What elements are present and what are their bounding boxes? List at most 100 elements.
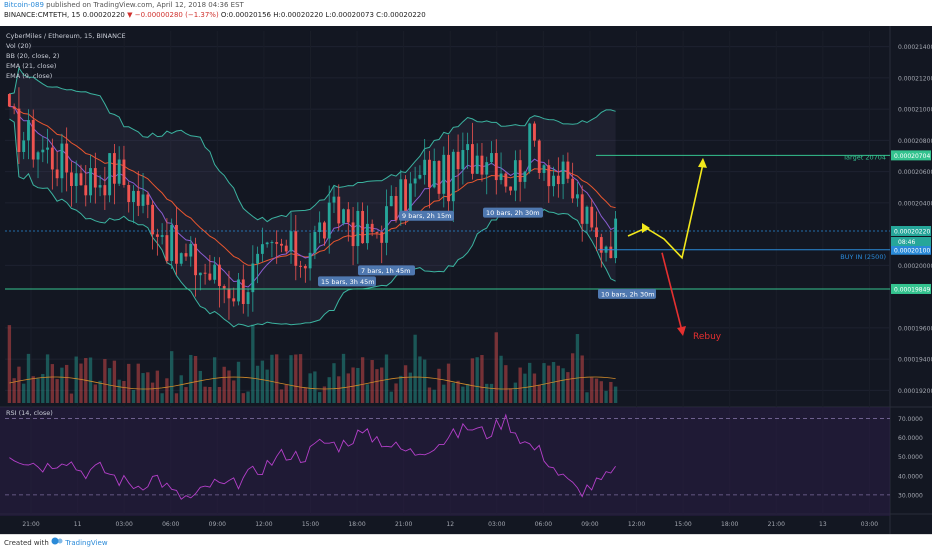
volume-bar (165, 378, 169, 403)
price-tag-label: 0.00020220 (894, 229, 930, 236)
volume-bar (566, 372, 570, 403)
volume-bar (236, 361, 241, 403)
volume-bar (341, 353, 346, 403)
candle-body (609, 246, 613, 259)
volume-bar (36, 378, 40, 403)
volume-bar (217, 387, 222, 403)
price-tag-label: 0.00020704 (894, 153, 930, 160)
volume-bar (537, 384, 541, 403)
time-tick-label: 15:00 (302, 521, 319, 528)
candle-body (456, 151, 460, 170)
volume-bar (150, 382, 155, 403)
legend-bb[interactable]: BB (20, close, 2) (6, 52, 60, 60)
candle-body (413, 178, 417, 184)
volume-bar (317, 392, 322, 403)
publish-header: Bitcoin-089 published on TradingView.com… (0, 0, 932, 26)
price-tag (891, 150, 931, 161)
candle-body (7, 94, 11, 107)
volume-bar (470, 358, 475, 403)
time-tick-label: 21:00 (768, 521, 785, 528)
volume-bar (489, 383, 494, 403)
volume-bar (475, 357, 479, 403)
volume-bar (107, 368, 112, 403)
volume-bar (227, 370, 231, 403)
rsi-background (0, 407, 890, 516)
price-tick-label: 0.00021000 (898, 107, 932, 114)
candle-body (50, 147, 54, 170)
rsi-tick-label: 40.0000 (898, 473, 923, 480)
candle-body (251, 263, 255, 293)
rsi-pane (0, 407, 890, 516)
volume-bar (127, 363, 131, 403)
candle-body (365, 223, 369, 244)
arrow-up-head (698, 157, 707, 168)
volume-bar (532, 373, 537, 403)
candle-body (280, 243, 283, 246)
legend-rsi[interactable]: RSI (14, close) (6, 409, 53, 417)
volume-bar (208, 386, 212, 403)
volume-ma-line (9, 376, 616, 390)
volume-bar (88, 357, 93, 403)
volume-bar (408, 372, 413, 403)
rsi-tick-label: 70.0000 (898, 416, 923, 423)
candle-body (428, 159, 431, 188)
candle-body (547, 165, 551, 187)
candle-body (217, 264, 221, 287)
volume-bar (485, 383, 489, 403)
volume-bar (251, 324, 255, 403)
candle-body (461, 150, 465, 170)
volume-bar (93, 384, 97, 403)
range-label-box (399, 210, 454, 221)
volume-bar (332, 363, 336, 403)
volume-bar (189, 354, 193, 403)
volume-bar (260, 360, 265, 403)
candle-body (447, 154, 450, 202)
volume-bar (60, 367, 64, 403)
price-tick-label: 0.00021200 (898, 75, 932, 82)
candle-body (537, 140, 541, 173)
chart-area[interactable]: Target 20704 BUY IN (2500) 0.00020704 0.000… (0, 26, 932, 534)
candle-body (351, 222, 355, 247)
candle-body (112, 153, 116, 184)
price-tag-label: 0.00020100 (894, 247, 930, 254)
legend-vol[interactable]: Vol (20) (6, 42, 32, 50)
volume-bar (394, 383, 398, 403)
candle-body (122, 159, 126, 185)
candle-body (599, 237, 603, 253)
symbol-info: BINANCE:CMTETH, 15 (4, 11, 81, 19)
author-link[interactable]: Bitcoin-089 (4, 1, 44, 9)
bollinger-fill (9, 68, 616, 327)
candle-body (394, 195, 398, 221)
legend-ema21[interactable]: EMA (21, close) (6, 62, 57, 70)
candle-body (561, 161, 565, 185)
candle-body (423, 159, 427, 175)
candle-body (513, 160, 517, 191)
candle-body (580, 194, 584, 224)
price-tag (891, 244, 931, 255)
volume-bar (418, 356, 422, 403)
volume-bar (17, 366, 21, 403)
candle-body (566, 161, 570, 179)
volume-bar (55, 379, 59, 403)
volume-bar (542, 363, 546, 403)
candle-body (194, 243, 197, 276)
candle-body (342, 209, 345, 224)
candle-body (533, 123, 536, 141)
candle-body (595, 227, 598, 238)
candle-body (337, 196, 341, 224)
bollinger-upper (9, 66, 616, 223)
candle-body (260, 244, 264, 254)
candle-body (289, 231, 293, 252)
tradingview-link[interactable]: TradingView (65, 539, 108, 547)
candle-body (480, 155, 484, 175)
candle-body (175, 225, 178, 264)
range-label: 9 bars, 2h 15m (402, 212, 451, 220)
candle-body (127, 184, 131, 203)
candle-body (179, 253, 183, 264)
rsi-tick-label: 30.0000 (898, 492, 923, 499)
candle-body (184, 253, 188, 257)
volume-bar (64, 364, 69, 403)
legend-ema9[interactable]: EMA (9, close) (6, 72, 53, 80)
volume-bar (609, 381, 613, 403)
